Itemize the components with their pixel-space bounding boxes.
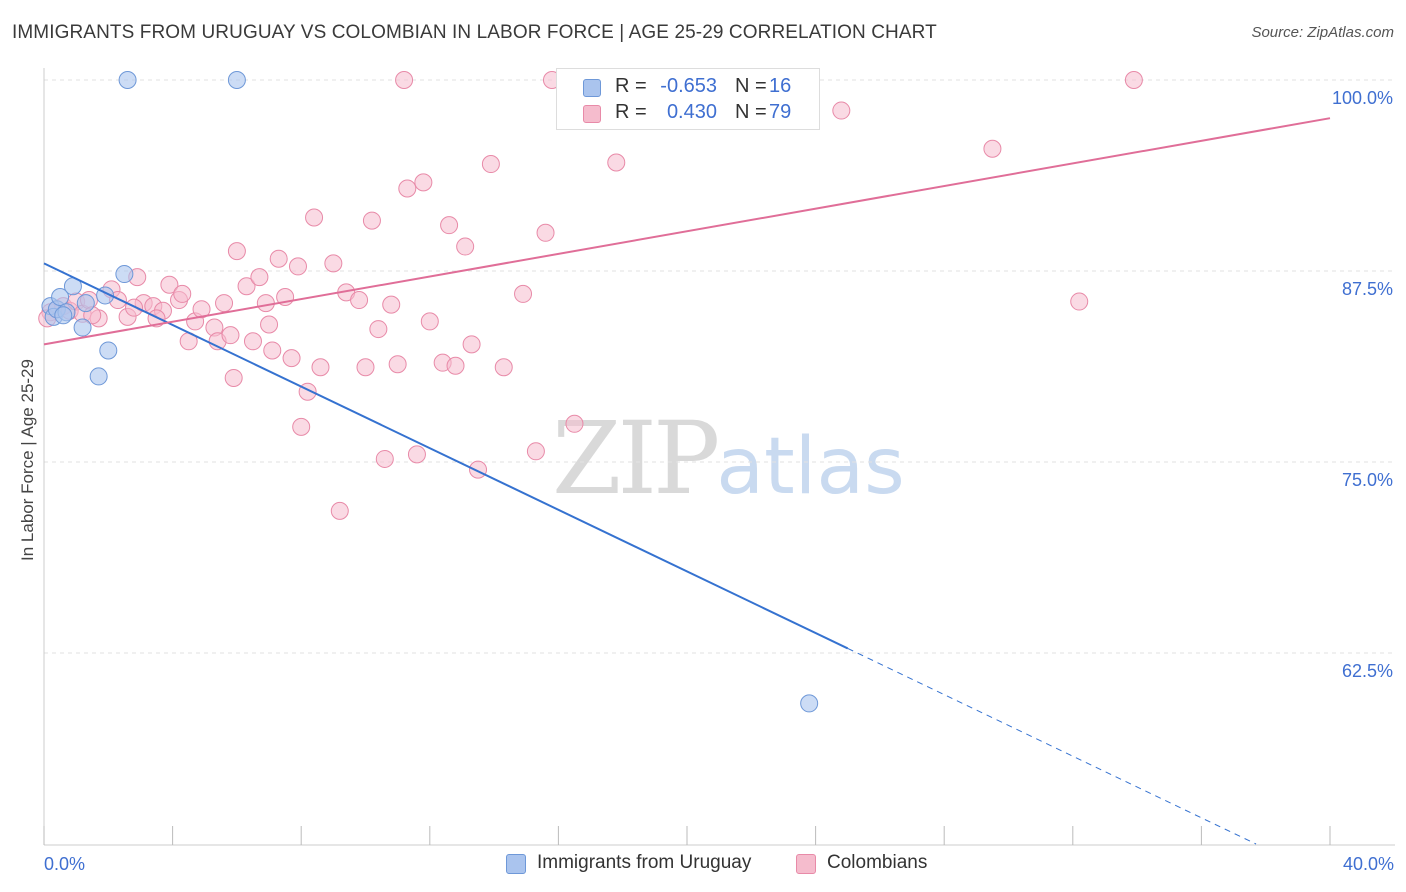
uruguay-point bbox=[54, 306, 73, 325]
colombian-point bbox=[173, 284, 192, 303]
colombians-r-value: 0.430 bbox=[666, 101, 717, 123]
axes bbox=[43, 68, 1395, 846]
colombian-point bbox=[983, 139, 1002, 158]
colombian-point bbox=[607, 153, 626, 172]
uruguay-trend-line bbox=[43, 262, 849, 650]
colombian-point bbox=[1124, 71, 1143, 89]
colombian-point bbox=[494, 358, 513, 377]
colombian-point bbox=[324, 254, 343, 273]
source-label: Source: ZipAtlas.com bbox=[1251, 24, 1394, 41]
colombian-point bbox=[250, 268, 269, 287]
uruguay-r-value: -0.653 bbox=[660, 75, 717, 97]
uruguay-point bbox=[800, 694, 819, 713]
x-tick-label: 40.0% bbox=[1343, 854, 1394, 874]
colombian-point bbox=[462, 335, 481, 354]
chart-title: IMMIGRANTS FROM URUGUAY VS COLOMBIAN IN … bbox=[12, 22, 937, 43]
r-label: R = bbox=[615, 101, 647, 123]
uruguay-swatch bbox=[583, 79, 601, 97]
watermark-atlas: atlas bbox=[716, 422, 905, 512]
colombian-point bbox=[362, 211, 381, 230]
colombian-point bbox=[288, 257, 307, 276]
colombians-swatch bbox=[583, 105, 601, 123]
colombian-point bbox=[536, 223, 555, 242]
colombian-point bbox=[260, 315, 279, 334]
colombian-point bbox=[446, 356, 465, 375]
uruguay-points bbox=[41, 71, 819, 713]
uruguay-legend-label: Immigrants from Uruguay bbox=[537, 852, 752, 873]
colombian-point bbox=[227, 242, 246, 261]
colombian-point bbox=[388, 355, 407, 374]
uruguay-trend-extension bbox=[847, 647, 1257, 845]
colombian-point bbox=[305, 208, 324, 227]
colombian-point bbox=[282, 349, 301, 368]
correlation-legend: R = -0.653 N = 16 R = 0.430 N = 79 bbox=[556, 68, 820, 130]
uruguay-point bbox=[115, 265, 134, 284]
uruguay-point bbox=[51, 287, 70, 306]
uruguay-point bbox=[227, 71, 246, 89]
colombian-point bbox=[375, 449, 394, 468]
colombians-n-value: 79 bbox=[769, 101, 792, 123]
colombian-point bbox=[243, 332, 262, 351]
colombian-trend-line bbox=[43, 117, 1331, 346]
colombian-point bbox=[215, 294, 234, 313]
colombian-point bbox=[420, 312, 439, 331]
r-label: R = bbox=[615, 75, 647, 97]
colombian-point bbox=[526, 442, 545, 461]
y-tick-label: 87.5% bbox=[1342, 279, 1393, 299]
colombians-legend-swatch bbox=[796, 854, 816, 874]
n-label: N = bbox=[735, 75, 767, 97]
uruguay-legend-swatch bbox=[506, 854, 526, 874]
colombian-point bbox=[469, 460, 488, 479]
y-tick-label: 100.0% bbox=[1332, 88, 1393, 108]
uruguay-point bbox=[89, 367, 108, 386]
colombians-points bbox=[38, 71, 1143, 520]
uruguay-point bbox=[76, 294, 95, 313]
y-tick-label: 75.0% bbox=[1342, 470, 1393, 490]
colombian-point bbox=[330, 501, 349, 520]
colombian-point bbox=[269, 249, 288, 268]
y-tick-label: 62.5% bbox=[1342, 661, 1393, 681]
colombian-point bbox=[292, 417, 311, 436]
colombian-point bbox=[356, 358, 375, 377]
colombian-point bbox=[369, 320, 388, 339]
colombian-point bbox=[192, 300, 211, 319]
colombian-point bbox=[311, 358, 330, 377]
uruguay-point bbox=[118, 71, 137, 89]
colombian-point bbox=[395, 71, 414, 89]
colombian-point bbox=[1070, 292, 1089, 311]
uruguay-n-value: 16 bbox=[769, 75, 792, 97]
colombian-point bbox=[832, 101, 851, 120]
colombians-legend-label: Colombians bbox=[827, 852, 928, 873]
colombian-point bbox=[407, 445, 426, 464]
x-tick-label: 0.0% bbox=[44, 854, 85, 874]
trend-lines bbox=[43, 117, 1331, 845]
colombian-point bbox=[414, 173, 433, 192]
colombian-point bbox=[237, 277, 256, 296]
colombian-point bbox=[224, 368, 243, 387]
colombian-point bbox=[565, 414, 584, 433]
legend-row-uruguay: R = -0.653 N = 16 bbox=[557, 75, 819, 101]
uruguay-point bbox=[99, 341, 118, 360]
colombian-point bbox=[256, 294, 275, 313]
colombian-point bbox=[160, 275, 179, 294]
uruguay-point bbox=[73, 318, 92, 337]
gridlines bbox=[44, 79, 1395, 654]
colombian-point bbox=[514, 284, 533, 303]
colombian-point bbox=[481, 155, 500, 174]
n-label: N = bbox=[735, 101, 767, 123]
colombian-point bbox=[382, 295, 401, 314]
legend-row-colombians: R = 0.430 N = 79 bbox=[557, 101, 819, 127]
colombian-point bbox=[263, 341, 282, 360]
tick-labels: 62.5% 75.0% 87.5% 100.0% 0.0% 40.0% bbox=[44, 88, 1394, 874]
colombian-point bbox=[350, 291, 369, 310]
colombian-point bbox=[398, 179, 417, 198]
colombian-point bbox=[221, 326, 240, 345]
colombian-point bbox=[456, 237, 475, 256]
watermark: ZIPatlas bbox=[552, 400, 905, 517]
colombian-point bbox=[440, 216, 459, 235]
colombian-point bbox=[125, 298, 144, 317]
